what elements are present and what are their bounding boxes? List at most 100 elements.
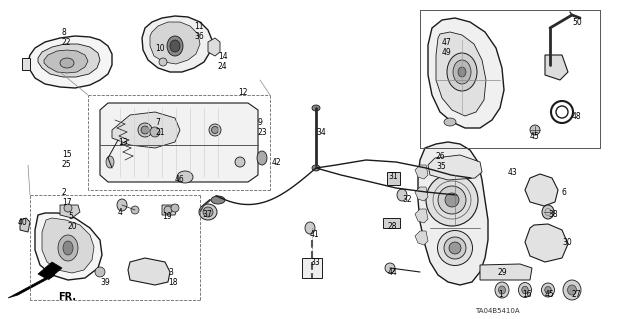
Ellipse shape [438,186,466,214]
Polygon shape [150,22,200,64]
Polygon shape [162,205,178,215]
Text: 39: 39 [100,278,109,287]
Ellipse shape [499,286,506,294]
Ellipse shape [453,60,471,84]
Text: 24: 24 [218,62,228,71]
Text: 17: 17 [62,198,72,207]
Ellipse shape [131,206,139,214]
Text: 22: 22 [62,38,72,47]
Ellipse shape [58,235,78,261]
Text: 13: 13 [118,138,127,147]
Polygon shape [22,58,30,70]
Text: 1: 1 [498,290,503,299]
Ellipse shape [444,237,466,259]
Text: 23: 23 [258,128,268,137]
Ellipse shape [106,156,114,168]
Ellipse shape [150,127,160,137]
Polygon shape [302,258,322,278]
Text: 35: 35 [436,162,445,171]
Ellipse shape [60,58,74,68]
Polygon shape [415,209,428,223]
Text: 42: 42 [272,158,282,167]
Text: 44: 44 [388,268,397,277]
Ellipse shape [445,193,459,207]
Ellipse shape [541,283,554,297]
Text: 38: 38 [548,210,557,219]
Text: 40: 40 [18,218,28,227]
Ellipse shape [171,204,179,212]
Polygon shape [525,174,558,206]
Ellipse shape [397,189,407,201]
Ellipse shape [305,222,315,234]
Ellipse shape [164,206,172,214]
Ellipse shape [312,105,320,111]
Text: 14: 14 [218,52,228,61]
Polygon shape [44,50,88,73]
Ellipse shape [530,125,540,135]
Text: 49: 49 [442,48,452,57]
Polygon shape [436,32,486,116]
Ellipse shape [211,196,225,204]
Polygon shape [42,218,94,273]
Text: 46: 46 [175,175,185,184]
Text: 41: 41 [310,230,319,239]
Ellipse shape [203,207,213,217]
Polygon shape [8,262,62,298]
Ellipse shape [545,286,551,293]
Text: 20: 20 [68,222,77,231]
Polygon shape [415,187,428,201]
Ellipse shape [170,40,180,52]
Ellipse shape [64,204,72,212]
Polygon shape [100,103,258,182]
Text: 10: 10 [156,44,165,53]
Text: 11: 11 [194,22,204,31]
Text: 45: 45 [545,290,555,299]
Polygon shape [38,44,100,77]
Polygon shape [20,218,30,232]
Text: 7: 7 [155,118,160,127]
Ellipse shape [138,123,152,137]
Ellipse shape [167,36,183,56]
Polygon shape [415,231,428,245]
Ellipse shape [95,267,105,277]
Text: 16: 16 [522,290,532,299]
Polygon shape [387,172,400,185]
Text: 4: 4 [118,208,123,217]
Text: 21: 21 [155,128,164,137]
Polygon shape [35,213,102,280]
Polygon shape [545,55,568,80]
Polygon shape [60,205,80,218]
Text: 33: 33 [310,258,320,267]
Polygon shape [208,38,220,56]
Text: 28: 28 [388,222,397,231]
Text: 31: 31 [388,172,397,181]
Polygon shape [428,155,482,180]
Text: TA04B5410A: TA04B5410A [475,308,520,314]
Ellipse shape [209,124,221,136]
Ellipse shape [464,176,476,183]
Ellipse shape [522,286,528,294]
Text: 5: 5 [68,212,73,221]
Text: 30: 30 [562,238,572,247]
Ellipse shape [257,151,267,165]
Ellipse shape [177,171,193,183]
Text: 48: 48 [572,112,582,121]
Ellipse shape [159,58,167,66]
Polygon shape [525,224,568,262]
Text: 15: 15 [62,150,72,159]
Text: 37: 37 [202,210,212,219]
Ellipse shape [444,118,456,126]
Text: 50: 50 [572,18,582,27]
Text: 27: 27 [572,290,582,299]
Text: FR.: FR. [58,292,76,302]
Ellipse shape [495,282,509,298]
Ellipse shape [385,263,395,273]
Text: 18: 18 [168,278,177,287]
Ellipse shape [235,157,245,167]
Ellipse shape [426,174,478,226]
Ellipse shape [141,126,149,134]
Text: 9: 9 [258,118,263,127]
Polygon shape [142,16,212,72]
Ellipse shape [199,204,217,220]
Text: 36: 36 [194,32,204,41]
